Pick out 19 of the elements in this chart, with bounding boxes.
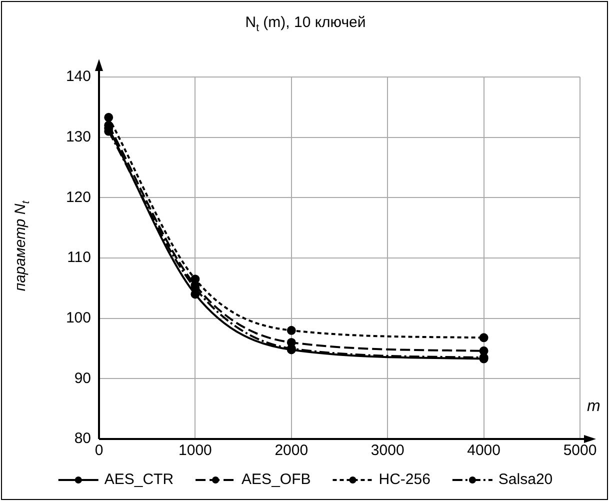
y-tick-label: 130: [66, 128, 91, 146]
legend-label: AES_OFB: [242, 471, 311, 488]
x-axis-title: m: [587, 398, 600, 416]
legend-label: Salsa20: [498, 471, 553, 488]
y-tick-label: 100: [66, 309, 91, 326]
x-tick-label: 3000: [370, 442, 404, 460]
y-tick-label: 110: [67, 249, 91, 266]
x-tick-label: 4000: [467, 442, 500, 460]
y-tick-label: 120: [66, 188, 91, 206]
y-tick-label: 140: [66, 68, 91, 86]
x-tick-label: 2000: [274, 442, 308, 460]
legend-label: HC-256: [378, 471, 430, 488]
y-tick-label: 80: [74, 430, 91, 448]
y-tick-label: 90: [74, 370, 91, 387]
x-tick-label: 0: [94, 442, 104, 460]
x-tick-label: 5000: [563, 442, 597, 460]
legend-label: AES_CTR: [104, 471, 174, 488]
chart-title: N$_{t}$ (m), 10 ключей: [244, 14, 367, 34]
x-tick-label: 1000: [178, 442, 212, 460]
